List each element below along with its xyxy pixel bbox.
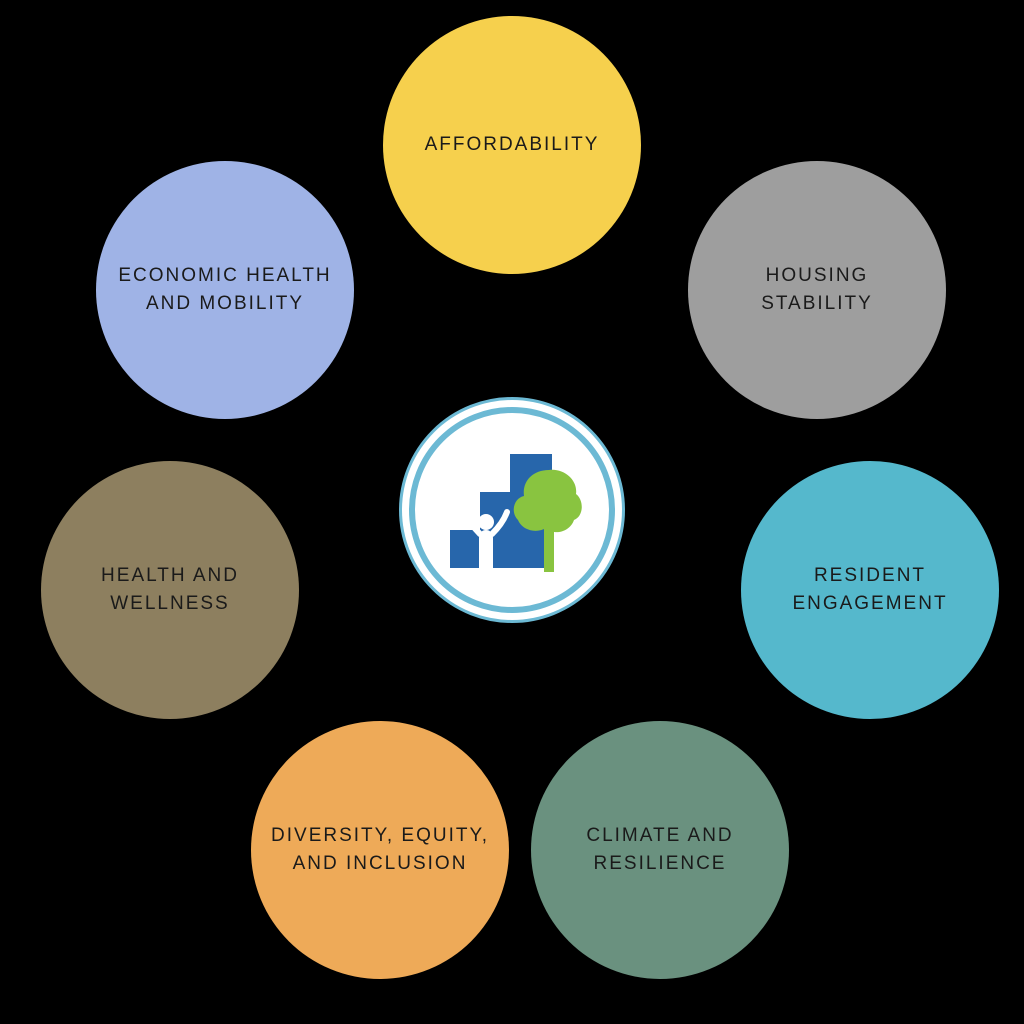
circle-diversity-equity-inclusion: DIVERSITY, EQUITY, AND INCLUSION	[251, 721, 509, 979]
circle-label-diversity-equity-inclusion: DIVERSITY, EQUITY, AND INCLUSION	[251, 802, 509, 899]
circle-label-affordability: AFFORDABILITY	[405, 111, 620, 180]
circle-affordability: AFFORDABILITY	[383, 16, 641, 274]
circle-label-economic-health-mobility: ECONOMIC HEALTH AND MOBILITY	[96, 242, 354, 339]
circle-health-wellness: HEALTH AND WELLNESS	[41, 461, 299, 719]
circle-resident-engagement: RESIDENT ENGAGEMENT	[741, 461, 999, 719]
center-logo-inner-ring	[409, 407, 615, 613]
circle-label-climate-resilience: CLIMATE AND RESILIENCE	[531, 802, 789, 899]
circle-label-resident-engagement: RESIDENT ENGAGEMENT	[741, 542, 999, 639]
circle-climate-resilience: CLIMATE AND RESILIENCE	[531, 721, 789, 979]
circle-economic-health-mobility: ECONOMIC HEALTH AND MOBILITY	[96, 161, 354, 419]
circle-housing-stability: HOUSING STABILITY	[688, 161, 946, 419]
circle-label-housing-stability: HOUSING STABILITY	[688, 242, 946, 339]
circle-label-health-wellness: HEALTH AND WELLNESS	[41, 542, 299, 639]
